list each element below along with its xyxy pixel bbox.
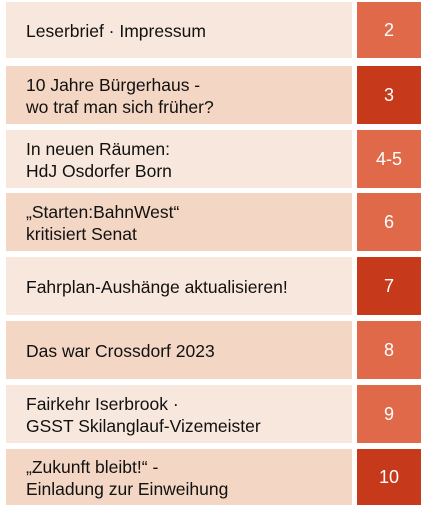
toc-entry-page-number: 7 [357, 257, 421, 315]
toc-entry-title-line: In neuen Räumen: [26, 139, 170, 159]
toc-entry-title-line: Einladung zur Einweihung [26, 479, 229, 499]
toc-entry-title: Leserbrief · Impressum [6, 2, 352, 58]
toc-entry[interactable]: „Zukunft bleibt!“ - Einladung zur Einwei… [6, 449, 421, 505]
toc-entry[interactable]: In neuen Räumen: HdJ Osdorfer Born 4-5 [6, 130, 421, 188]
toc-entry-title: Fahrplan-Aushänge aktualisieren! [6, 257, 352, 315]
toc-entry-title: „Zukunft bleibt!“ - Einladung zur Einwei… [6, 449, 352, 505]
toc-entry-title-line: Fahrplan-Aushänge aktualisieren! [26, 277, 288, 297]
toc-entry-page-number: 6 [357, 193, 421, 251]
toc-entry[interactable]: Leserbrief · Impressum 2 [6, 2, 421, 58]
toc-entry-title-line: Fairkehr Iserbrook · [26, 394, 179, 414]
toc-entry-title: In neuen Räumen: HdJ Osdorfer Born [6, 130, 352, 188]
toc-entry-page-number: 4-5 [357, 130, 421, 188]
toc-entry-title-line: wo traf man sich früher? [26, 97, 214, 117]
toc-entry-title-line: GSST Skilanglauf-Vizemeister [26, 416, 261, 436]
toc-entry-title: „Starten:BahnWest“ kritisiert Senat [6, 193, 352, 251]
toc-entry[interactable]: 10 Jahre Bürgerhaus - wo traf man sich f… [6, 66, 421, 124]
toc-entry-title: Fairkehr Iserbrook · GSST Skilanglauf-Vi… [6, 385, 352, 443]
toc-entry-page-number: 9 [357, 385, 421, 443]
toc-entry[interactable]: Das war Crossdorf 2023 8 [6, 321, 421, 379]
toc-entry-page-number: 8 [357, 321, 421, 379]
toc-entry-title-line: Leserbrief · Impressum [26, 21, 206, 41]
toc-entry-page-number: 2 [357, 2, 421, 58]
toc-entry-title-line: „Zukunft bleibt!“ - [26, 457, 159, 477]
toc-entry-title-line: 10 Jahre Bürgerhaus - [26, 75, 201, 95]
toc-entry-title-line: Das war Crossdorf 2023 [26, 341, 215, 361]
toc-entry[interactable]: Fahrplan-Aushänge aktualisieren! 7 [6, 257, 421, 315]
toc-entry[interactable]: „Starten:BahnWest“ kritisiert Senat 6 [6, 193, 421, 251]
toc-entry-title-line: „Starten:BahnWest“ [26, 202, 180, 222]
toc-entry-title-line: kritisiert Senat [26, 224, 137, 244]
toc-entry-page-number: 10 [357, 449, 421, 505]
toc-entry-title: Das war Crossdorf 2023 [6, 321, 352, 379]
toc-entry[interactable]: Fairkehr Iserbrook · GSST Skilanglauf-Vi… [6, 385, 421, 443]
toc-entry-page-number: 3 [357, 66, 421, 124]
toc-entry-title: 10 Jahre Bürgerhaus - wo traf man sich f… [6, 66, 352, 124]
toc-entry-title-line: HdJ Osdorfer Born [26, 161, 172, 181]
